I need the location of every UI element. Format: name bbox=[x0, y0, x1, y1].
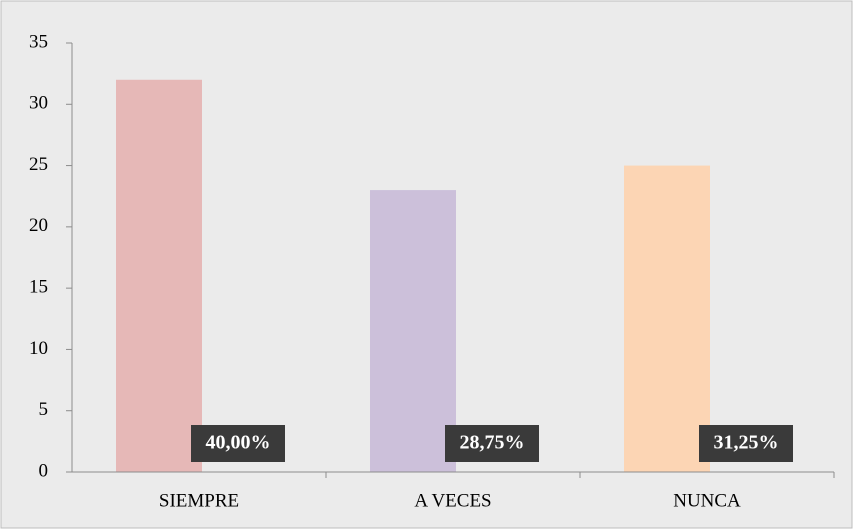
y-tick-label: 25 bbox=[29, 154, 48, 175]
percent-label-box bbox=[445, 425, 539, 462]
y-tick-label: 20 bbox=[29, 215, 48, 236]
x-tick-label: SIEMPRE bbox=[159, 490, 239, 511]
y-tick-label: 35 bbox=[29, 31, 48, 52]
percent-label-box bbox=[191, 425, 285, 462]
x-tick-label: A VECES bbox=[414, 490, 491, 511]
y-tick-label: 15 bbox=[29, 277, 48, 298]
bar bbox=[370, 190, 456, 473]
y-tick-label: 0 bbox=[39, 460, 49, 481]
percent-label: 28,75% bbox=[460, 432, 525, 454]
bar bbox=[116, 79, 202, 473]
y-tick-label: 30 bbox=[29, 93, 48, 114]
y-tick-label: 5 bbox=[39, 399, 49, 420]
x-tick-label: NUNCA bbox=[673, 490, 741, 511]
percent-label: 31,25% bbox=[714, 432, 779, 454]
bar bbox=[624, 165, 710, 473]
percent-label: 40,00% bbox=[206, 432, 271, 454]
percent-label-box bbox=[699, 425, 793, 462]
y-tick-label: 10 bbox=[29, 338, 48, 359]
